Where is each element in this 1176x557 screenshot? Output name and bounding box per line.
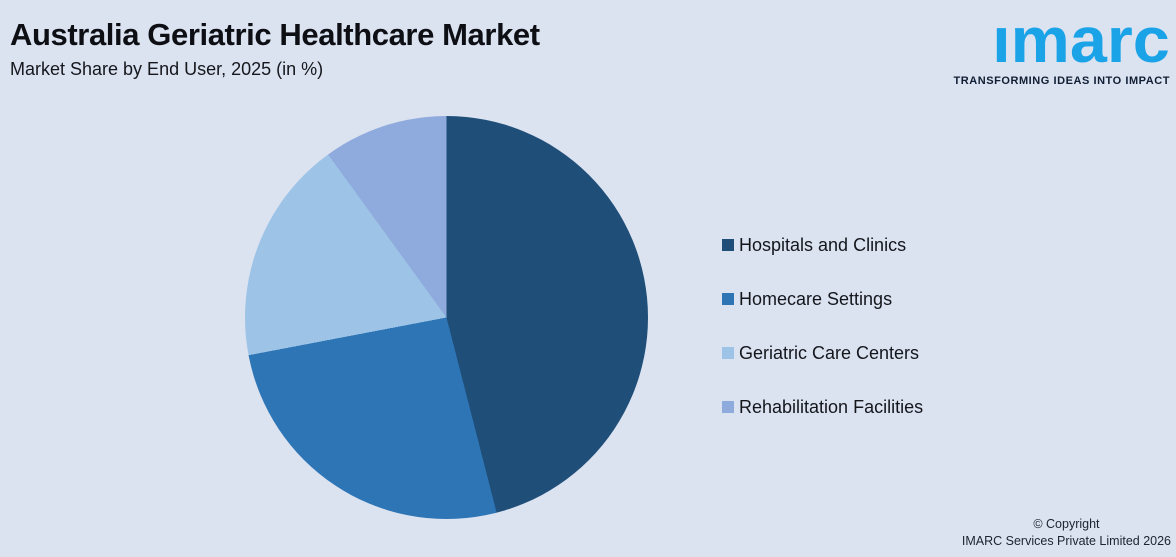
imarc-logo: ımarc TRANSFORMING IDEAS INTO IMPACT	[940, 8, 1170, 87]
copyright: © Copyright IMARC Services Private Limit…	[962, 516, 1171, 550]
chart-header: Australia Geriatric Healthcare Market Ma…	[10, 17, 540, 80]
logo-tagline: TRANSFORMING IDEAS INTO IMPACT	[953, 75, 1170, 87]
pie-chart	[245, 116, 648, 519]
legend-swatch-icon	[722, 347, 734, 359]
legend-item-label: Homecare Settings	[739, 288, 893, 309]
legend-item: Geriatric Care Centers	[722, 342, 923, 363]
copyright-line1: © Copyright	[1033, 517, 1100, 532]
legend-item-label: Rehabilitation Facilities	[739, 396, 924, 417]
copyright-line2: IMARC Services Private Limited 2026	[961, 534, 1171, 549]
legend-swatch-icon	[722, 239, 734, 251]
legend-item: Rehabilitation Facilities	[722, 396, 924, 417]
page-title: Australia Geriatric Healthcare Market	[10, 17, 540, 52]
logo-wordmark: ımarc	[992, 4, 1170, 76]
legend-item: Homecare Settings	[722, 288, 923, 309]
legend-item: Hospitals and Clinics	[722, 234, 923, 255]
legend-swatch-icon	[722, 401, 734, 413]
legend-item-label: Hospitals and Clinics	[739, 234, 907, 255]
page-subtitle: Market Share by End User, 2025 (in %)	[10, 59, 324, 80]
chart-legend: Hospitals and Clinics Homecare Settings …	[722, 234, 924, 417]
legend-item-label: Geriatric Care Centers	[739, 342, 920, 363]
legend-swatch-icon	[722, 293, 734, 305]
